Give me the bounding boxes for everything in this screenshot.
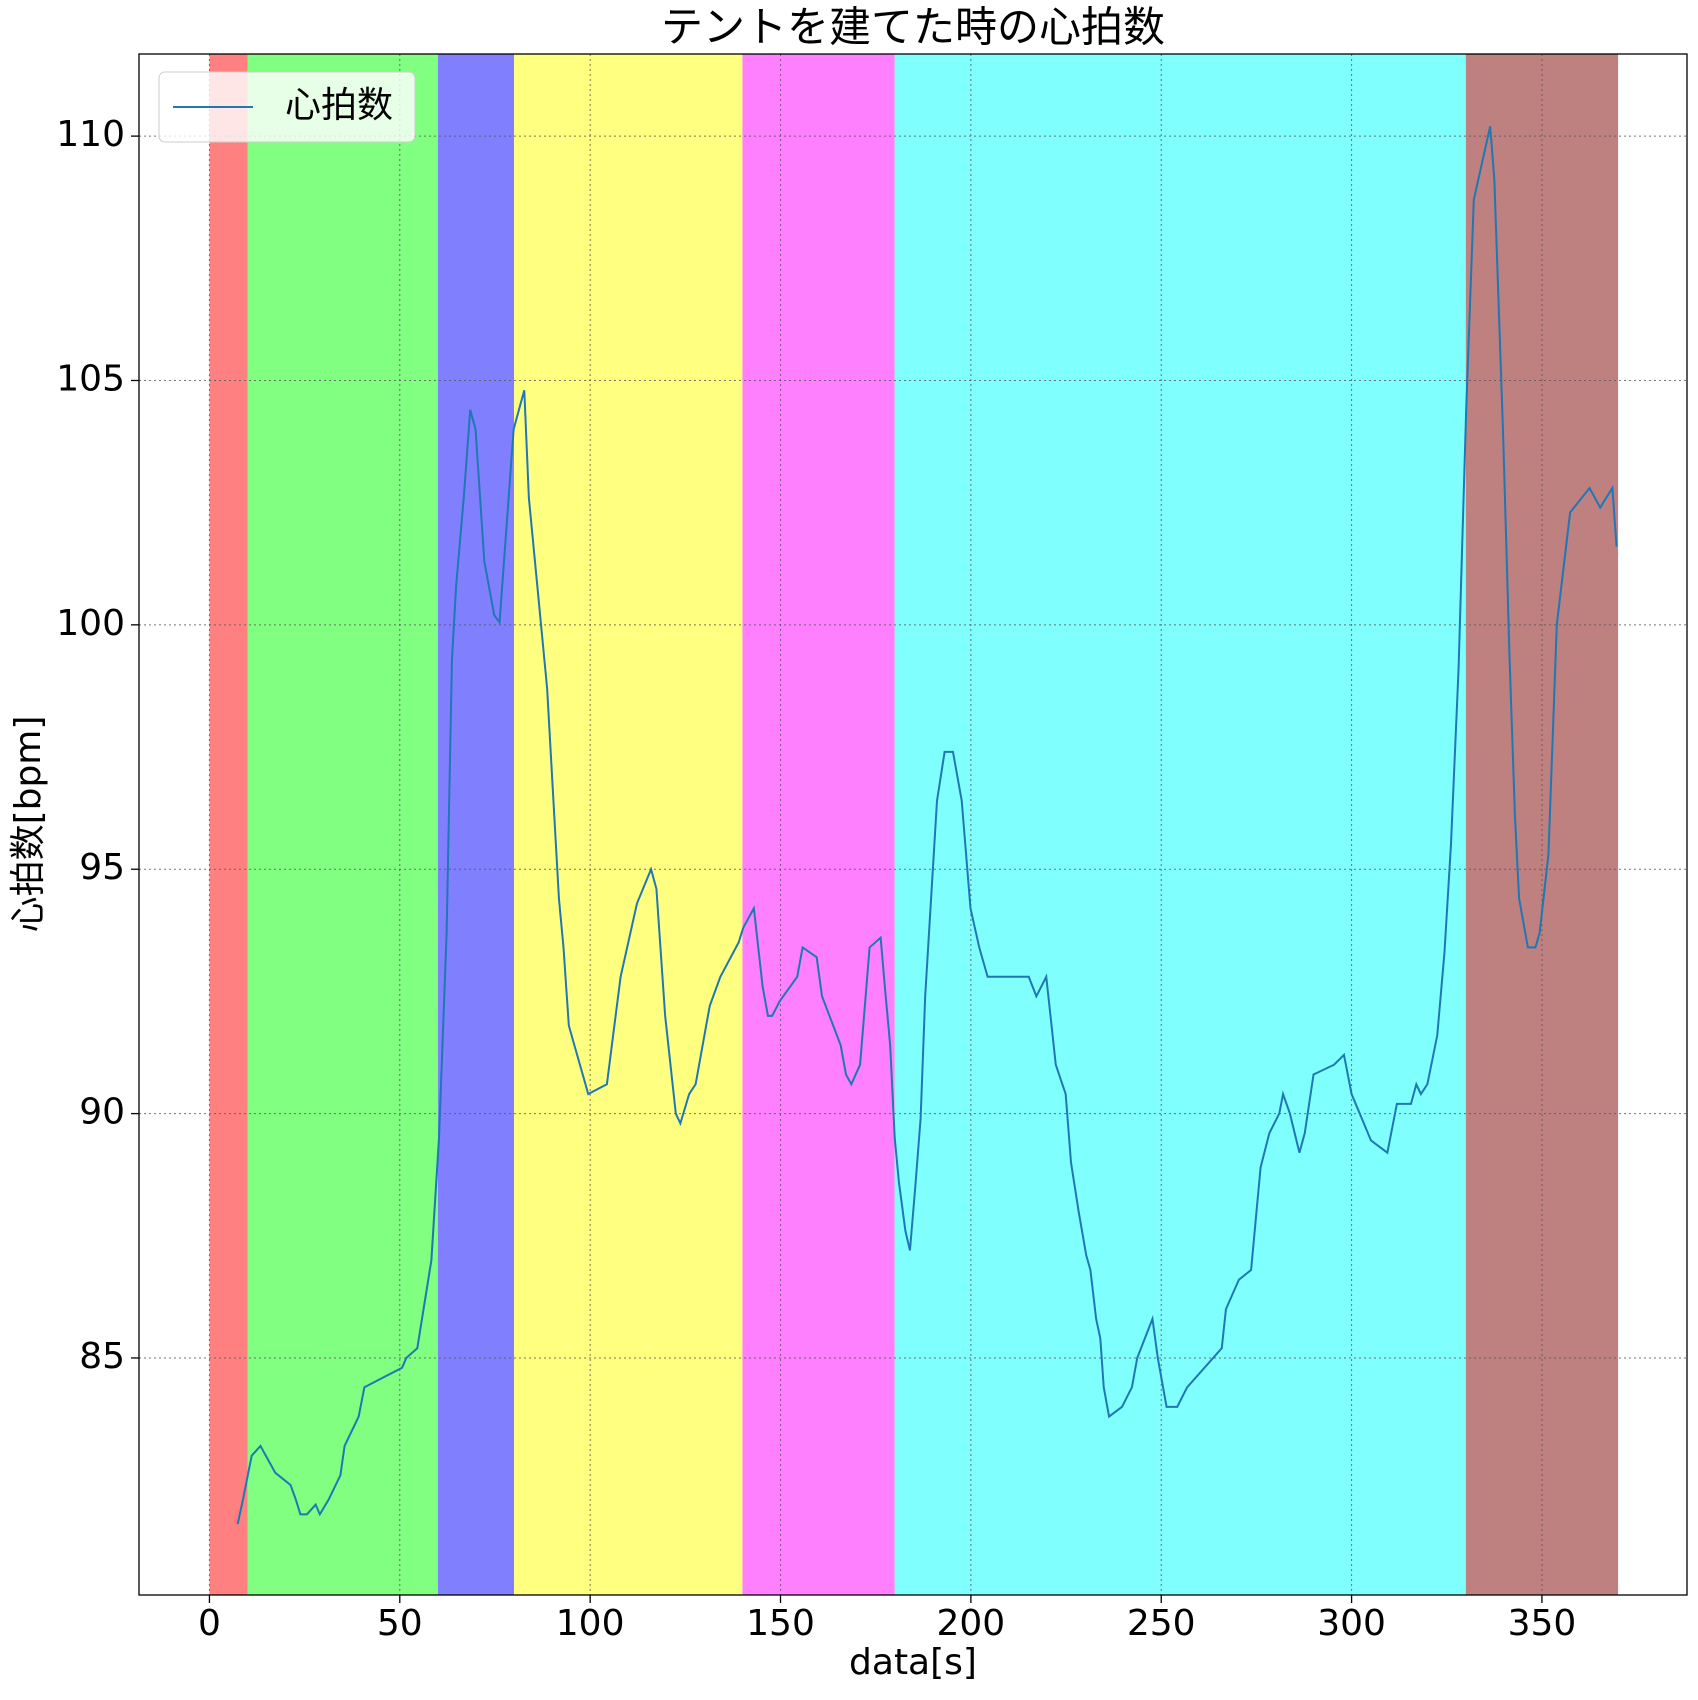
y-tick-label: 105 xyxy=(56,358,125,399)
data-line xyxy=(236,126,1618,1525)
x-tick-label: 50 xyxy=(377,1603,423,1644)
x-tick-label: 300 xyxy=(1317,1603,1386,1644)
x-tick-label: 0 xyxy=(198,1603,221,1644)
legend-box xyxy=(158,71,416,143)
legend-label: 心拍数 xyxy=(285,85,393,126)
y-tick-label: 110 xyxy=(56,114,125,155)
x-tick-label: 350 xyxy=(1508,1603,1577,1644)
x-tick-label: 100 xyxy=(556,1603,625,1644)
x-tick-label: 200 xyxy=(937,1603,1006,1644)
chart-title: テントを建てた時の心拍数 xyxy=(661,3,1165,52)
region-span xyxy=(742,54,895,1595)
x-axis-label: data[s] xyxy=(849,1642,977,1683)
y-tick-label: 95 xyxy=(79,847,125,888)
region-span xyxy=(247,54,438,1595)
y-tick-label: 85 xyxy=(79,1336,125,1377)
region-span xyxy=(437,54,515,1595)
region-span xyxy=(209,54,248,1595)
plot-frame xyxy=(138,53,1688,1596)
y-tick-label: 100 xyxy=(56,603,125,644)
region-span xyxy=(894,54,1466,1595)
y-tick-label: 90 xyxy=(79,1092,125,1133)
x-tick-label: 250 xyxy=(1127,1603,1196,1644)
x-tick-label: 150 xyxy=(746,1603,815,1644)
y-axis-label: 心拍数[bpm] xyxy=(8,716,49,933)
region-span xyxy=(514,54,743,1595)
